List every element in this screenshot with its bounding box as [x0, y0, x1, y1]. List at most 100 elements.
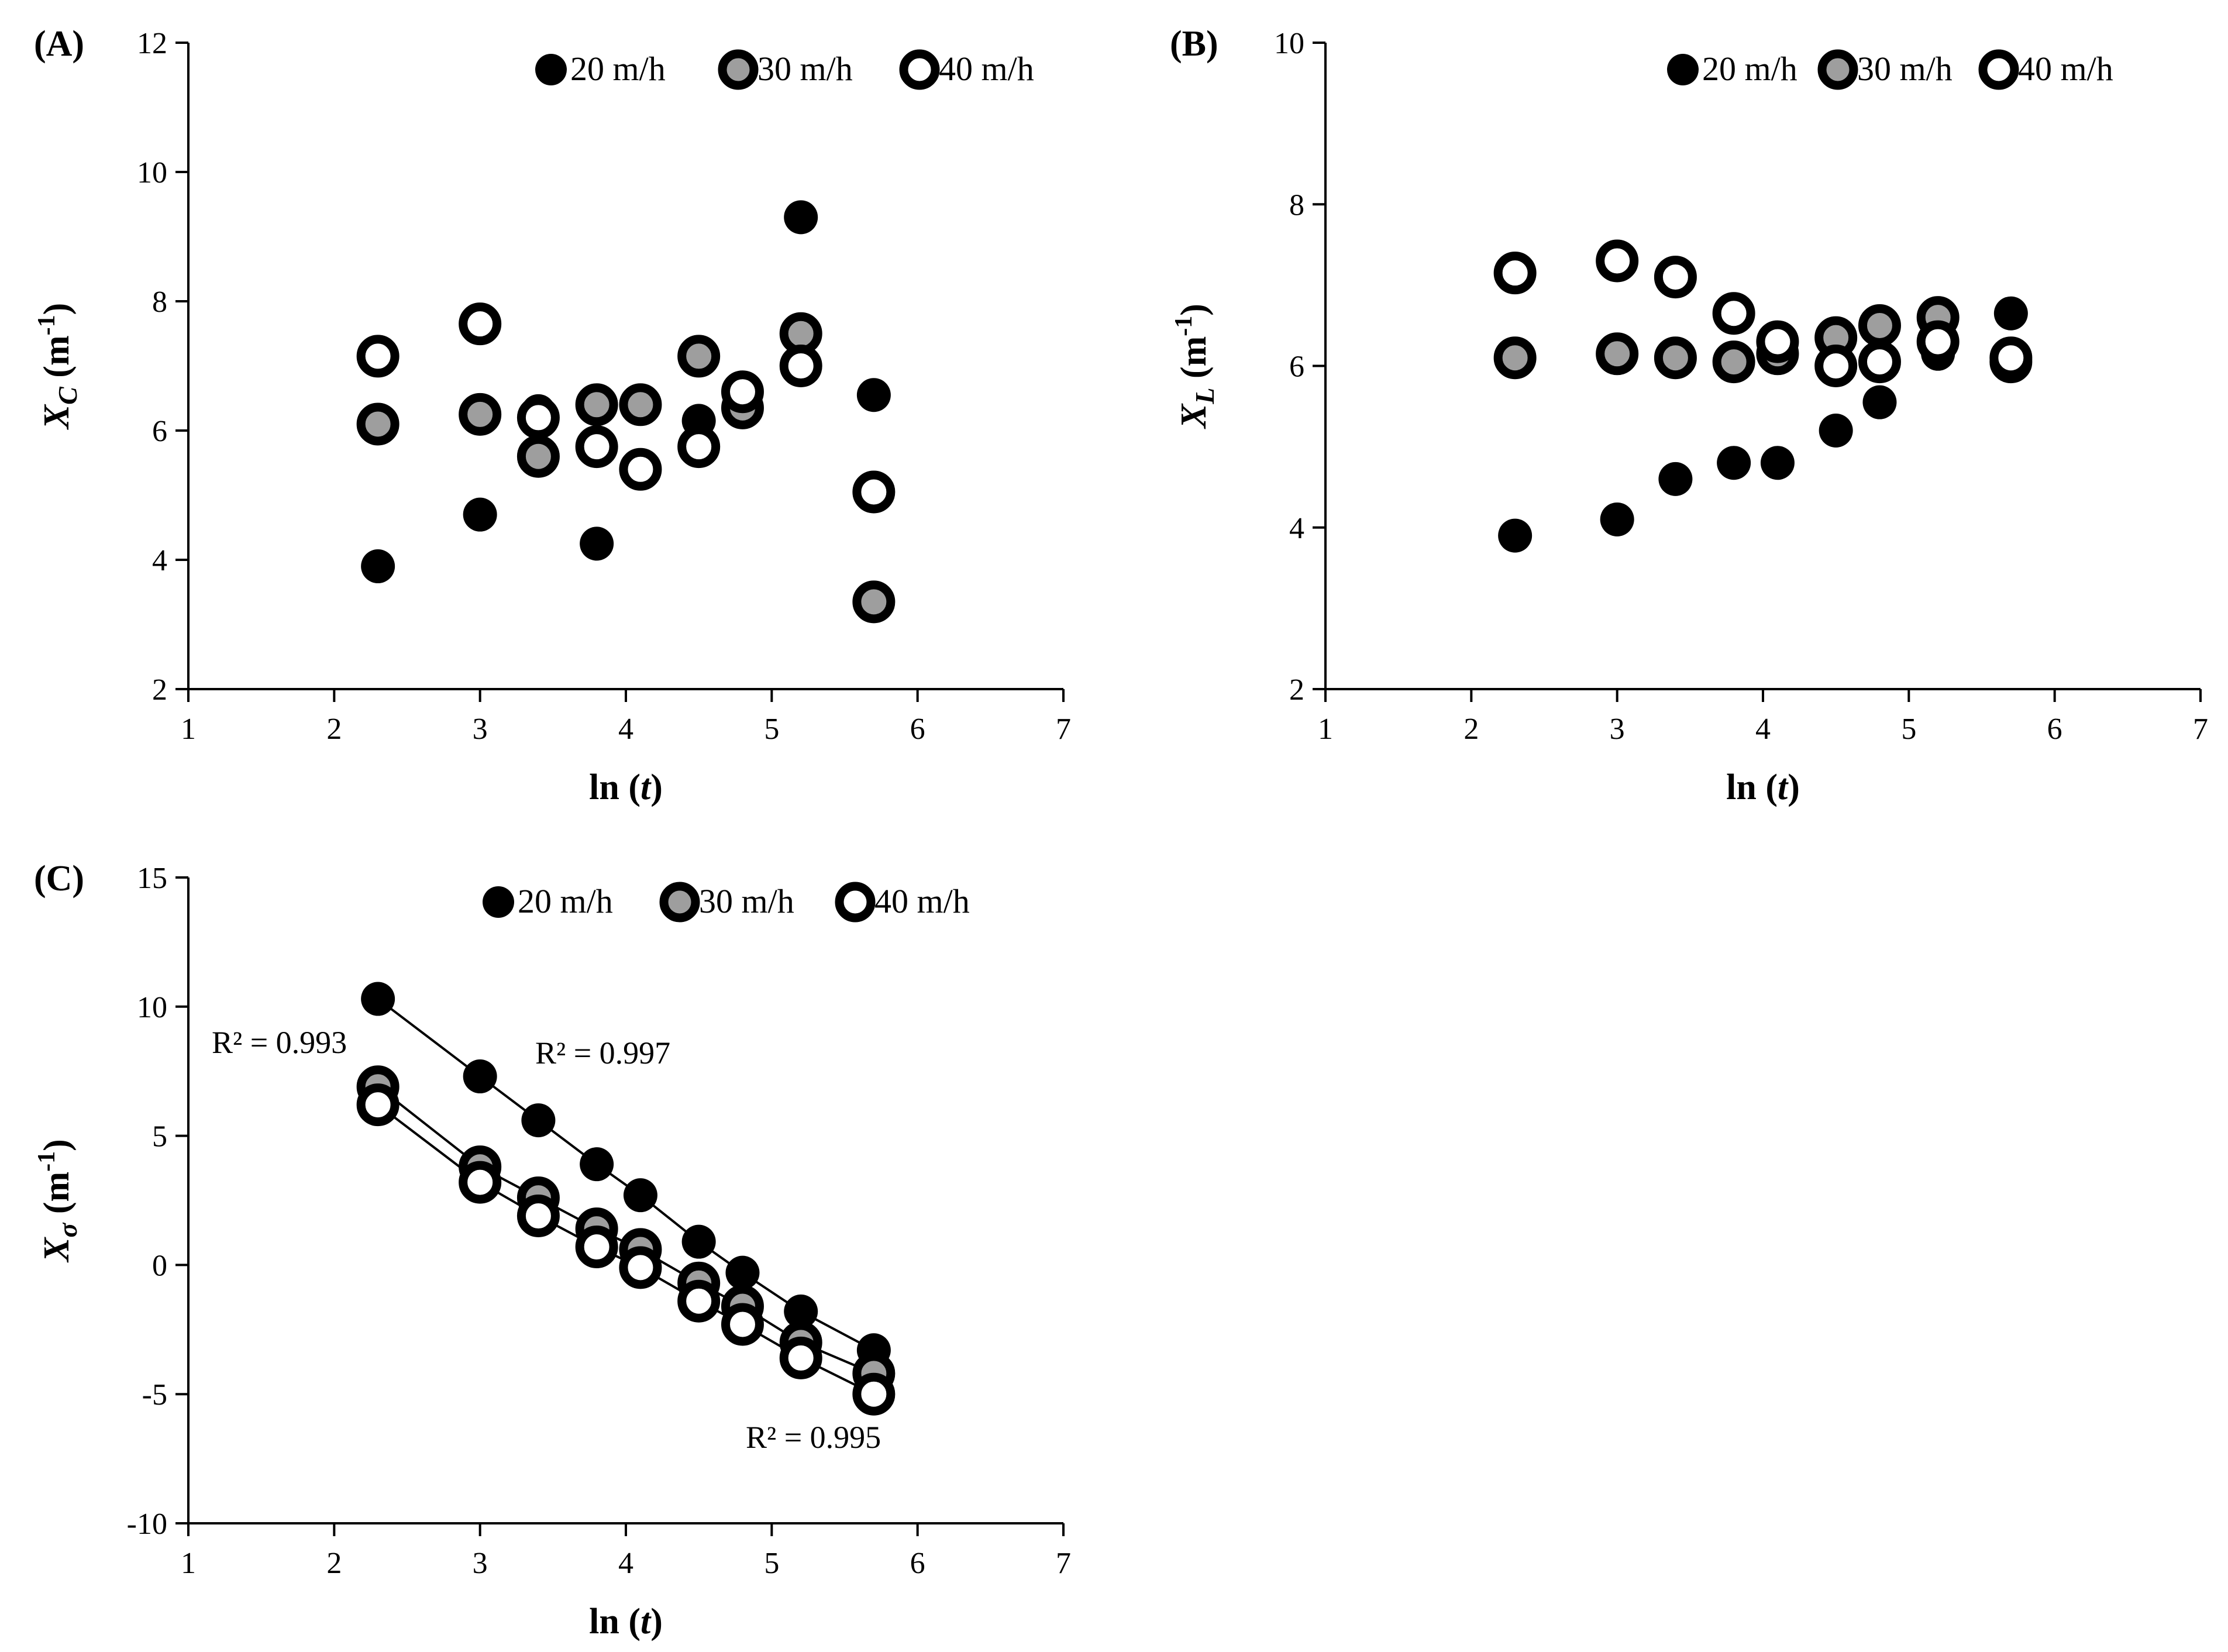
- x-tick-label: 7: [1056, 713, 1071, 746]
- y-axis-label-exp: -1: [1170, 316, 1197, 336]
- data-point-40-m-h: [516, 396, 560, 439]
- data-point-20-m-h: [463, 1059, 497, 1094]
- data-point-30-m-h: [619, 383, 662, 426]
- data-point-20-m-h: [1600, 502, 1634, 536]
- legend-marker-20-m-h: [1667, 54, 1699, 85]
- x-axis-label-main: ln (: [1726, 768, 1778, 807]
- r-squared-label-30-m-h: R² = 0.993: [212, 1025, 347, 1060]
- data-point-40-m-h: [1493, 252, 1537, 295]
- x-tick-label: 6: [910, 713, 925, 746]
- data-point-20-m-h: [1717, 446, 1751, 480]
- y-tick-label: 10: [137, 991, 167, 1024]
- y-tick-label: -5: [142, 1378, 167, 1412]
- data-point-40-m-h: [1712, 292, 1755, 335]
- y-axis-label-end: ): [1174, 304, 1214, 316]
- data-point-40-m-h: [852, 470, 896, 514]
- x-tick-label: 2: [326, 713, 342, 746]
- x-axis-label-var: t: [640, 1602, 652, 1641]
- y-tick-label: 12: [137, 27, 167, 60]
- data-point-40-m-h: [677, 425, 721, 469]
- data-point-20-m-h: [623, 1178, 657, 1213]
- y-axis-label-var: X: [1174, 403, 1214, 429]
- x-tick-label: 5: [1901, 713, 1916, 746]
- x-axis-label-end: ): [650, 1602, 663, 1641]
- x-axis-label-var: t: [640, 768, 652, 807]
- y-axis-label-sub: σ: [53, 1222, 82, 1237]
- data-point-20-m-h: [580, 1147, 614, 1182]
- legend-label-40-m-h: 40 m/h: [2018, 50, 2113, 88]
- x-axis-label: ln (t): [589, 768, 663, 807]
- x-axis-label-var: t: [1778, 768, 1789, 807]
- data-point-40-m-h: [459, 302, 502, 346]
- data-point-40-m-h: [459, 1161, 502, 1204]
- r-squared-label-40-m-h: R² = 0.995: [746, 1420, 881, 1455]
- data-point-30-m-h: [575, 383, 618, 426]
- x-tick-label: 3: [473, 1547, 488, 1580]
- x-axis-label-end: ): [1788, 768, 1800, 807]
- legend-marker-40-m-h: [899, 49, 940, 90]
- data-point-40-m-h: [516, 1194, 560, 1237]
- data-point-30-m-h: [459, 393, 502, 436]
- y-tick-label: 4: [152, 544, 167, 577]
- y-axis-label-end: ): [37, 1139, 77, 1151]
- data-point-20-m-h: [1658, 462, 1693, 496]
- legend-marker-40-m-h: [1978, 49, 2019, 90]
- panel-tag: (B): [1170, 24, 1218, 64]
- y-axis-label-exp: -1: [33, 1151, 60, 1172]
- r-squared-label-20-m-h: R² = 0.997: [535, 1035, 670, 1071]
- data-point-30-m-h: [516, 435, 560, 478]
- y-tick-label: 10: [1274, 27, 1304, 60]
- data-point-30-m-h: [1712, 340, 1755, 384]
- data-point-40-m-h: [779, 345, 822, 387]
- x-axis-label: ln (t): [589, 1602, 663, 1641]
- x-tick-label: 4: [618, 1547, 633, 1580]
- x-axis-label: ln (t): [1726, 768, 1800, 807]
- legend-marker-20-m-h: [535, 54, 567, 85]
- data-point-40-m-h: [1916, 320, 1960, 363]
- x-tick-label: 3: [1610, 713, 1625, 746]
- data-point-40-m-h: [721, 370, 764, 414]
- data-point-40-m-h: [779, 1336, 822, 1379]
- data-point-40-m-h: [1858, 340, 1901, 384]
- data-point-40-m-h: [356, 335, 400, 378]
- data-point-20-m-h: [463, 497, 497, 532]
- y-tick-label: 6: [152, 415, 167, 448]
- legend-label-30-m-h: 30 m/h: [757, 50, 853, 88]
- data-point-40-m-h: [1989, 336, 2033, 380]
- data-point-20-m-h: [361, 982, 395, 1016]
- x-tick-label: 2: [326, 1547, 342, 1580]
- data-point-40-m-h: [1756, 320, 1799, 363]
- data-point-40-m-h: [852, 1372, 896, 1416]
- legend-label-30-m-h: 30 m/h: [699, 882, 794, 920]
- data-point-40-m-h: [619, 448, 662, 491]
- x-tick-label: 3: [473, 713, 488, 746]
- data-point-40-m-h: [677, 1279, 721, 1323]
- y-tick-label: 6: [1289, 350, 1304, 384]
- legend-label-40-m-h: 40 m/h: [939, 50, 1034, 88]
- data-point-40-m-h: [1596, 239, 1639, 283]
- data-point-20-m-h: [1993, 296, 2028, 331]
- data-point-20-m-h: [1862, 385, 1897, 419]
- legend-label-20-m-h: 20 m/h: [1702, 50, 1797, 88]
- data-point-20-m-h: [521, 1103, 556, 1138]
- data-point-20-m-h: [1819, 414, 1853, 448]
- y-tick-label: 10: [137, 156, 167, 190]
- x-tick-label: 1: [181, 1547, 196, 1580]
- data-point-20-m-h: [580, 526, 614, 561]
- data-point-30-m-h: [1493, 336, 1537, 380]
- x-tick-label: 6: [910, 1547, 925, 1580]
- data-point-20-m-h: [681, 1224, 716, 1259]
- data-point-40-m-h: [575, 425, 618, 469]
- y-axis-label-var: X: [37, 404, 77, 430]
- x-tick-label: 7: [1056, 1547, 1071, 1580]
- legend-marker-40-m-h: [835, 882, 876, 923]
- y-tick-label: 5: [152, 1120, 167, 1154]
- x-tick-label: 1: [1318, 713, 1333, 746]
- x-tick-label: 1: [181, 713, 196, 746]
- y-axis-label: Xσ (m-1): [33, 1139, 82, 1263]
- data-point-20-m-h: [856, 378, 891, 412]
